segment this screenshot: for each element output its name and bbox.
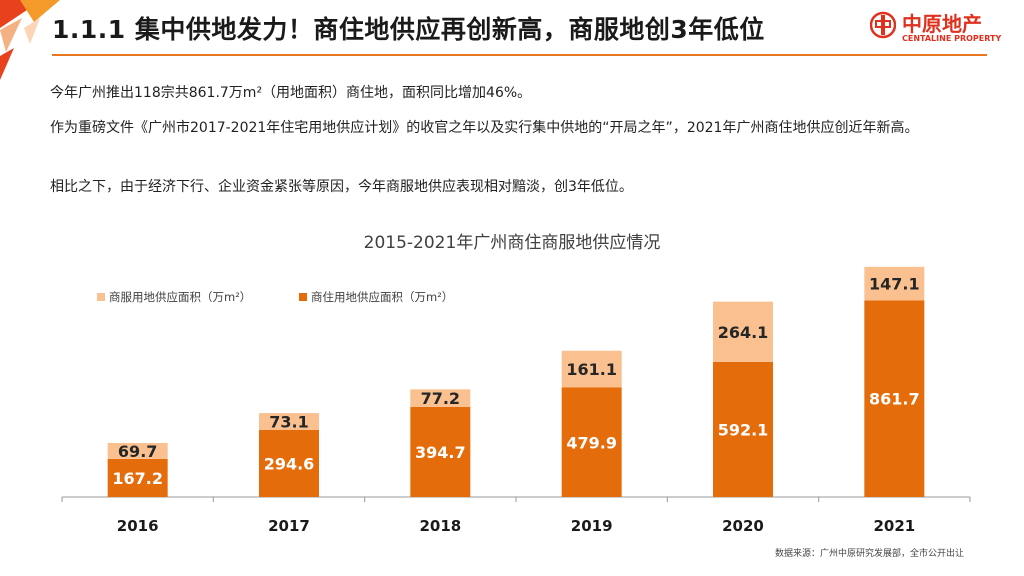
- data-label-residential: 294.6: [264, 454, 315, 473]
- x-tick-label: 2020: [722, 517, 764, 535]
- x-tick-label: 2019: [571, 517, 613, 535]
- data-label-commercial: 69.7: [118, 442, 157, 461]
- data-label-residential: 861.7: [869, 390, 920, 409]
- bar-residential: [713, 361, 773, 497]
- paragraph-1: 今年广州推出118宗共861.7万m²（用地面积）商住地，面积同比增加46%。: [50, 85, 532, 101]
- legend-label-residential: 商住用地供应面积（万m²）: [311, 290, 453, 304]
- chart-title: 2015-2021年广州商住商服地供应情况: [364, 233, 661, 253]
- bar-residential: [561, 387, 622, 497]
- bar-residential: [410, 406, 471, 497]
- legend-swatch-commercial: [97, 293, 105, 301]
- bar-residential: [864, 300, 925, 497]
- bar-commercial: [410, 389, 471, 407]
- legend-swatch-residential: [299, 293, 307, 301]
- centaline-logo-icon: [870, 11, 896, 39]
- page-title: 1.1.1 集中供地发力！商住地供应再创新高，商服地创3年低位: [52, 15, 765, 44]
- x-tick-label: 2021: [873, 517, 915, 535]
- data-source-note: 数据来源：广州中原研究发展部，全市公开出让: [774, 549, 964, 559]
- bar-commercial: [561, 350, 622, 388]
- bar-commercial: [107, 442, 168, 459]
- legend-label-commercial: 商服用地供应面积（万m²）: [109, 290, 251, 304]
- bar-commercial: [259, 413, 319, 430]
- bar-residential: [107, 458, 168, 497]
- logo-text-cn: 中原地产: [902, 12, 982, 36]
- data-label-residential: 394.7: [415, 443, 466, 462]
- data-label-commercial: 73.1: [269, 412, 308, 431]
- bar-commercial: [864, 266, 925, 301]
- data-label-residential: 167.2: [112, 469, 163, 488]
- data-label-commercial: 147.1: [869, 275, 920, 294]
- x-tick-label: 2016: [117, 517, 159, 535]
- paragraph-3: 相比之下，由于经济下行、企业资金紧张等原因，今年商服地供应表现相对黯淡，创3年低…: [50, 179, 633, 195]
- bar-commercial: [713, 301, 773, 362]
- paragraph-2: 作为重磅文件《广州市2017-2021年住宅用地供应计划》的收官之年以及实行集中…: [50, 120, 919, 136]
- data-label-commercial: 77.2: [421, 389, 460, 408]
- logo-text-en: CENTALINE PROPERTY: [902, 34, 1002, 43]
- data-label-residential: 479.9: [566, 433, 617, 452]
- data-label-commercial: 264.1: [718, 323, 769, 342]
- brand-logo: 中原地产 CENTALINE PROPERTY: [870, 8, 1010, 48]
- x-tick-label: 2017: [268, 517, 310, 535]
- bar-residential: [259, 429, 319, 497]
- data-label-commercial: 161.1: [566, 360, 617, 379]
- data-label-residential: 592.1: [718, 420, 769, 439]
- x-tick-label: 2018: [419, 517, 461, 535]
- corner-decoration: [0, 0, 60, 80]
- title-divider: [52, 54, 987, 56]
